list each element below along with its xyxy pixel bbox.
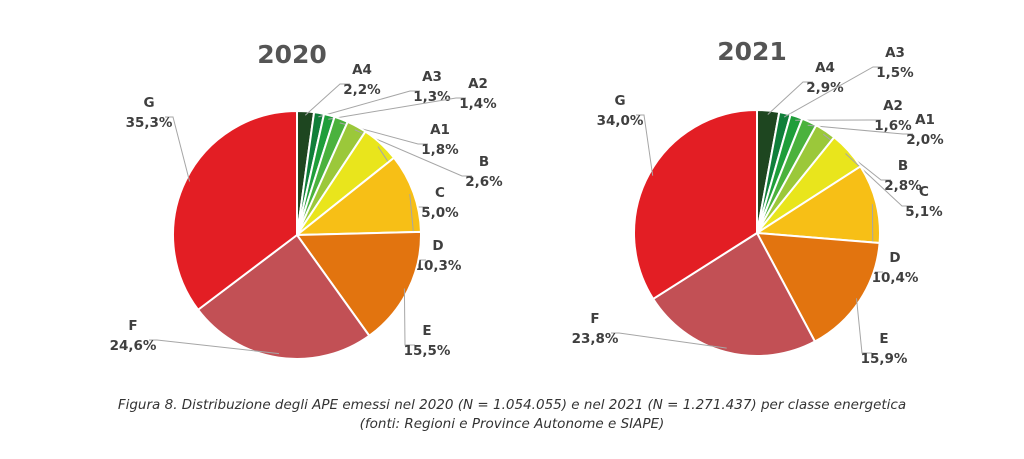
category-label-a3: A3	[422, 69, 442, 85]
pie-slice-d	[756, 165, 881, 245]
value-label-c: 5,1%	[905, 204, 943, 220]
pie-slice-f	[197, 234, 371, 360]
pie-slice-g	[633, 109, 758, 300]
category-label-a2: A2	[883, 98, 903, 114]
value-label-a3: 1,3%	[413, 89, 451, 105]
value-label-f: 24,6%	[110, 338, 157, 354]
leader-line-e	[403, 288, 415, 346]
value-label-a2: 1,4%	[459, 96, 497, 112]
chart-title-2021: 2021	[717, 37, 787, 66]
category-label-a1: A1	[915, 112, 935, 128]
category-label-f: F	[128, 318, 137, 334]
category-label-a4: A4	[815, 60, 835, 76]
leader-line-a1	[339, 122, 428, 145]
caption-line-2: (fonti: Regioni e Province Autonome e SI…	[359, 416, 665, 432]
value-label-b: 2,8%	[884, 178, 922, 194]
category-label-e: E	[422, 323, 431, 339]
leader-line-a1	[807, 124, 913, 135]
value-label-c: 5,0%	[421, 205, 459, 221]
category-label-a1: A1	[430, 122, 450, 138]
category-label-c: C	[919, 184, 929, 200]
value-label-a3: 1,5%	[876, 65, 914, 81]
leader-line-a4	[767, 81, 813, 115]
category-label-b: B	[898, 158, 908, 174]
value-label-a4: 2,2%	[343, 82, 381, 98]
leader-line-f	[149, 339, 280, 355]
leader-line-a3	[783, 66, 883, 118]
category-label-a2: A2	[468, 76, 488, 92]
value-label-a1: 1,8%	[421, 142, 459, 158]
value-label-a4: 2,9%	[806, 80, 844, 96]
leader-line-f	[611, 332, 727, 349]
category-label-g: G	[143, 95, 154, 111]
leader-line-g	[165, 116, 191, 182]
category-label-d: D	[889, 250, 900, 266]
value-label-b: 2,6%	[465, 174, 503, 190]
pie-slice-d	[296, 156, 422, 236]
value-label-d: 10,4%	[872, 270, 919, 286]
value-label-a2: 1,6%	[874, 118, 912, 134]
chart-title-2020: 2020	[257, 40, 327, 69]
value-label-g: 35,3%	[126, 115, 173, 131]
category-label-f: F	[590, 311, 599, 327]
leader-line-e	[856, 298, 872, 354]
category-label-a4: A4	[352, 62, 372, 78]
pie-slice-f	[652, 232, 816, 357]
value-label-f: 23,8%	[572, 331, 619, 347]
value-label-g: 34,0%	[597, 113, 644, 129]
value-label-e: 15,5%	[404, 343, 451, 359]
leader-line-a4	[304, 83, 350, 116]
pie-slice-g	[172, 110, 298, 311]
figure-caption: Figura 8. Distribuzione degli APE emessi…	[0, 396, 1024, 434]
pie-chart-2020: 2020 A4 2,2% A3 1,3% A2 1,4% A1 1,8% B 2,6% C 5,0% D 1…	[110, 40, 503, 360]
pie-chart-2021: 2021 A4 2,9% A3 1,5% A2 1,6% A1 2,0% B 2,8%C 5,1% D 1…	[572, 37, 945, 367]
caption-line-1: Figura 8. Distribuzione degli APE emessi…	[117, 397, 907, 413]
leader-line-a3	[318, 90, 420, 118]
pie-slice-e	[756, 232, 881, 343]
category-label-b: B	[479, 154, 489, 170]
value-label-a1: 2,0%	[906, 132, 944, 148]
leader-line-a2	[328, 97, 466, 120]
category-label-g: G	[614, 93, 625, 109]
category-label-c: C	[435, 185, 445, 201]
value-label-e: 15,9%	[861, 351, 908, 367]
pie-slice-e	[296, 230, 422, 337]
category-label-e: E	[879, 331, 888, 347]
leader-line-b	[354, 129, 472, 177]
leader-line-g	[636, 114, 654, 176]
value-label-d: 10,3%	[415, 258, 462, 274]
category-label-d: D	[432, 238, 443, 254]
category-label-a3: A3	[885, 45, 905, 61]
